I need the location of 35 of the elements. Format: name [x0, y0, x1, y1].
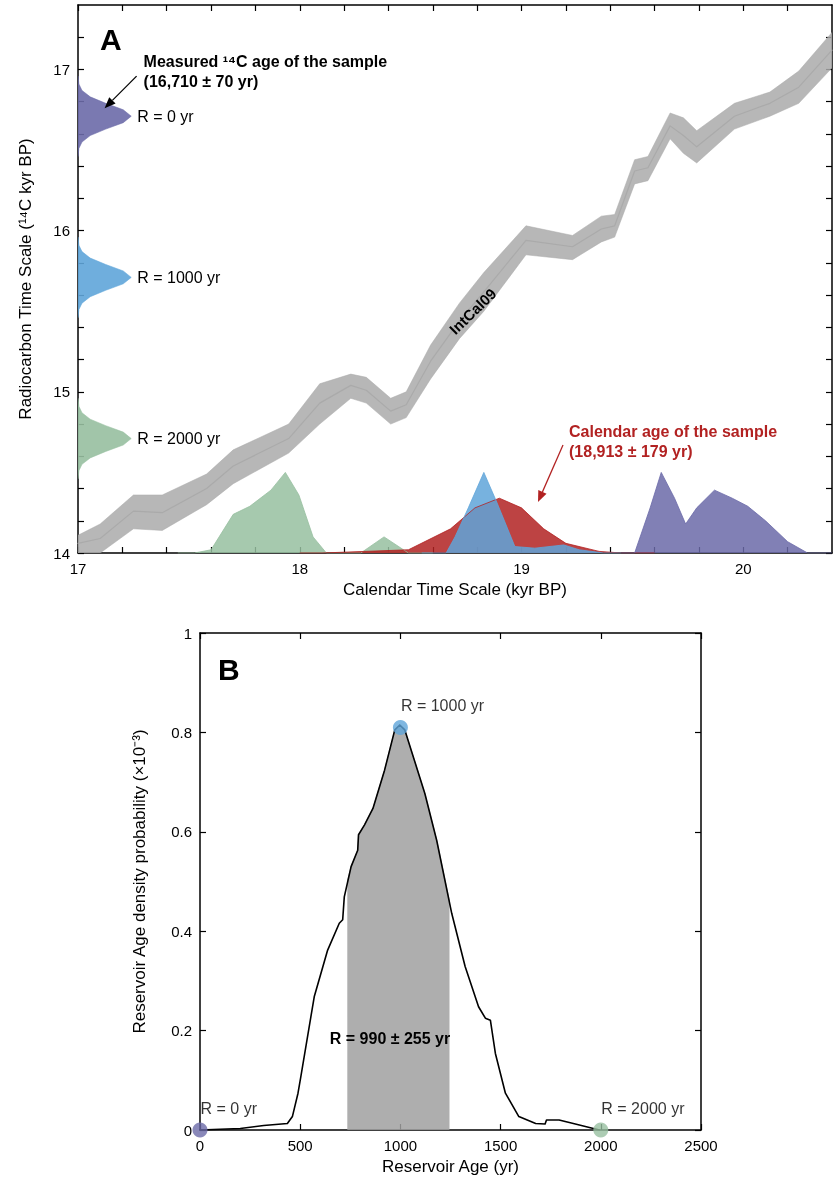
y-tick-label: 0.4: [171, 922, 192, 940]
series-label: R = 2000 yr: [137, 430, 222, 448]
y-tick-label: 0: [183, 1121, 192, 1139]
annotation: A: [100, 22, 122, 56]
series-label: R = 2000 yr: [601, 1100, 686, 1117]
x-tick-label: 0: [195, 1137, 205, 1154]
annotation: B: [218, 652, 240, 686]
x-tick-label: 2500: [684, 1137, 718, 1154]
series-label: R = 0 yr: [200, 1100, 258, 1117]
y-tick-label: 14: [53, 544, 70, 562]
annotation: Calendar age of the sample (18,913 ± 179 yr): [569, 422, 778, 460]
x-tick-label: 18: [291, 560, 309, 577]
y-axis-title: Radiocarbon Time Scale (¹⁴C kyr BP): [16, 138, 35, 420]
x-axis-title: Reservoir Age (yr): [382, 1157, 519, 1176]
annotation: R = 990 ± 255 yr: [329, 1029, 451, 1047]
x-tick-label: 500: [287, 1137, 313, 1154]
x-tick-label: 20: [734, 560, 752, 577]
y-tick-label: 17: [53, 60, 70, 78]
series-label: R = 1000 yr: [400, 697, 485, 715]
y-axis-title: Reservoir Age density probability (×10⁻³): [130, 729, 149, 1034]
y-tick-label: 1: [183, 624, 192, 642]
x-tick-label: 1000: [383, 1137, 418, 1154]
y-tick-label: 0.6: [171, 823, 192, 841]
annotation: Measured ¹⁴C age of the sample (16,710 ± 70 yr): [143, 52, 388, 90]
x-tick-label: 17: [69, 560, 87, 577]
x-tick-label: 19: [513, 560, 530, 577]
y-tick-label: 0.8: [171, 723, 192, 741]
y-tick-label: 15: [53, 383, 70, 401]
x-axis-title: Calendar Time Scale (kyr BP): [343, 580, 567, 599]
y-tick-label: 16: [53, 222, 70, 240]
x-tick-label: 1500: [483, 1137, 518, 1154]
y-tick-label: 0.2: [171, 1022, 192, 1040]
series-label: R = 1000 yr: [137, 268, 222, 286]
series-label: R = 0 yr: [137, 107, 195, 125]
x-tick-label: 2000: [584, 1137, 618, 1154]
